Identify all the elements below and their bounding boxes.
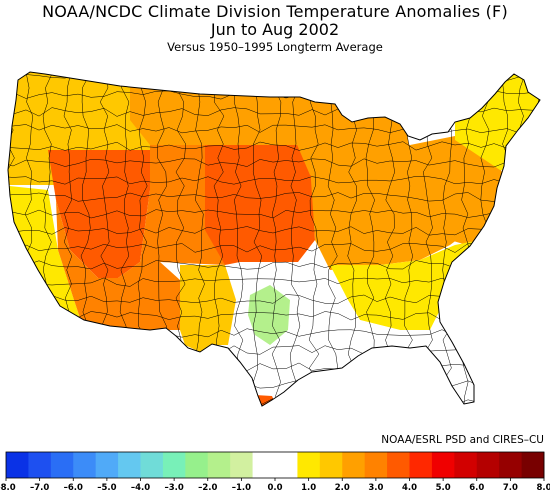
map-subtitle: Versus 1950–1995 Longterm Average xyxy=(167,40,383,54)
legend-swatch xyxy=(50,452,74,478)
legend-swatch xyxy=(140,452,164,478)
legend-swatch xyxy=(342,452,366,478)
region-southeast xyxy=(330,240,480,330)
legend-swatch xyxy=(275,452,298,478)
legend-tick-label: –5.0 xyxy=(97,483,116,492)
legend-tick-label: 5.0 xyxy=(436,483,451,492)
legend-tick-label: –4.0 xyxy=(131,483,150,492)
legend-swatch xyxy=(28,452,52,478)
legend-tick-label: 1.0 xyxy=(301,483,316,492)
legend-tick-label: –8.0 xyxy=(0,483,16,492)
legend-swatch xyxy=(431,452,455,478)
legend-swatch xyxy=(162,452,186,478)
legend-swatch xyxy=(6,452,29,478)
legend-swatches xyxy=(5,451,545,479)
legend-swatch xyxy=(387,452,410,478)
map-period: Jun to Aug 2002 xyxy=(210,20,340,39)
legend-tick-label: –7.0 xyxy=(30,483,49,492)
credit-label: NOAA/ESRL PSD and CIRES–CU xyxy=(381,434,544,446)
legend-tick-label: 0.0 xyxy=(267,483,282,492)
legend-swatch xyxy=(252,452,276,478)
legend-swatch xyxy=(297,452,321,478)
legend-tick-label: –1.0 xyxy=(232,483,251,492)
legend-tick-label: 3.0 xyxy=(368,483,383,492)
legend-swatch xyxy=(499,452,522,478)
region-west-texas-new-mexico xyxy=(180,265,236,352)
region-central-texas xyxy=(248,285,290,345)
legend-tick-label: –6.0 xyxy=(64,483,83,492)
legend-swatch xyxy=(409,452,433,478)
legend-swatch xyxy=(73,452,97,478)
legend-swatch xyxy=(364,452,388,478)
legend-tick-label: –3.0 xyxy=(164,483,183,492)
legend-tick-label: 7.0 xyxy=(503,483,518,492)
legend-tick-label: 4.0 xyxy=(402,483,417,492)
legend-swatch xyxy=(319,452,343,478)
legend-swatch xyxy=(230,452,253,478)
legend-tick-label: 6.0 xyxy=(469,483,484,492)
map-title: NOAA/NCDC Climate Division Temperature A… xyxy=(42,2,508,21)
legend-tick-label: –2.0 xyxy=(198,483,217,492)
legend-swatch xyxy=(454,452,478,478)
legend-tick-label: 2.0 xyxy=(335,483,350,492)
region-great-basin xyxy=(48,150,150,278)
legend-tick-label: 8.0 xyxy=(536,483,550,492)
region-central-plains xyxy=(205,145,315,265)
anomaly-map xyxy=(7,71,541,407)
legend-swatch xyxy=(521,452,545,478)
legend-swatch xyxy=(95,452,119,478)
legend-swatch xyxy=(207,452,231,478)
legend-swatch xyxy=(185,452,209,478)
legend-ticks: –8.0 –7.0 –6.0 –5.0 –4.0 –3.0 –2.0 –1.0 0.0 1.0 2.… xyxy=(0,478,550,492)
legend-swatch xyxy=(476,452,500,478)
legend-swatch xyxy=(118,452,141,478)
region-rocky-mountains xyxy=(140,140,225,265)
color-legend: –8.0 –7.0 –6.0 –5.0 –4.0 –3.0 –2.0 –1.0 0.0 1.0 2.… xyxy=(0,451,550,492)
